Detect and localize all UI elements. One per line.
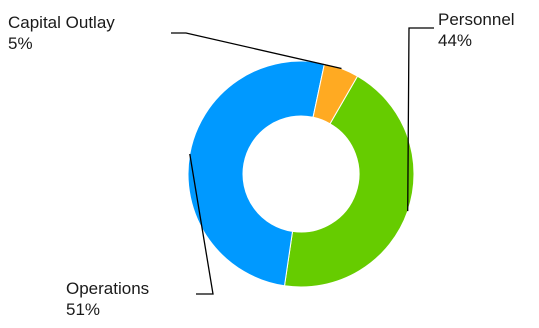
slice-label-operations: Operations 51% bbox=[66, 278, 149, 320]
slice-personnel bbox=[283, 75, 415, 288]
slice-value-operations: 51% bbox=[66, 300, 101, 319]
slice-value-personnel: 44% bbox=[438, 31, 473, 50]
leader-line-capital-outlay bbox=[171, 32, 342, 70]
slice-label-personnel: Personnel 44% bbox=[438, 9, 515, 51]
slice-label-capital-outlay: Capital Outlay 5% bbox=[8, 12, 115, 54]
leader-line-personnel bbox=[407, 27, 434, 212]
slice-capital-outlay bbox=[312, 62, 359, 125]
slice-name-personnel: Personnel bbox=[438, 10, 515, 29]
slice-value-capital-outlay: 5% bbox=[8, 34, 33, 53]
leader-line-operations bbox=[189, 153, 214, 295]
slice-name-operations: Operations bbox=[66, 279, 150, 298]
slice-name-capital-outlay: Capital Outlay bbox=[8, 13, 115, 32]
